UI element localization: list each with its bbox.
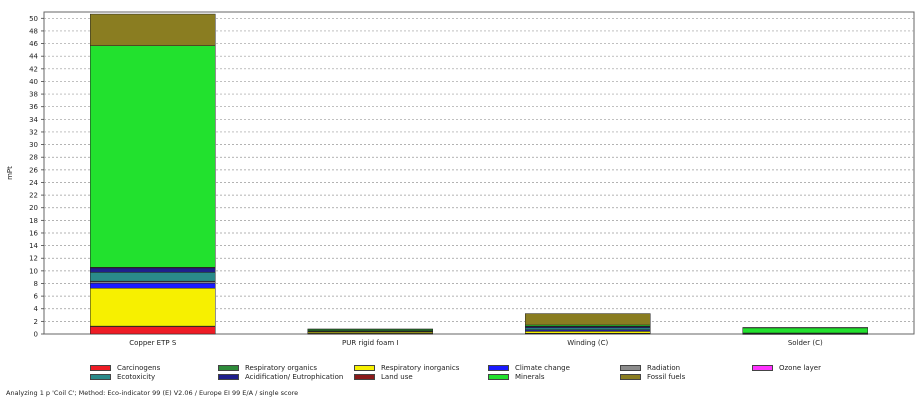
x-category-label: Copper ETP S: [129, 339, 177, 347]
legend-swatch: [620, 365, 641, 371]
y-tick-label: 32: [29, 128, 38, 136]
legend-item: Acidification/ Eutrophication: [218, 373, 343, 381]
y-axis-label: mPt: [6, 166, 14, 180]
legend-label: Land use: [381, 373, 413, 381]
bar-segment: [525, 327, 651, 330]
legend-label: Ecotoxicity: [117, 373, 156, 381]
legend-item: Minerals: [488, 373, 545, 381]
y-tick-label: 0: [34, 331, 38, 339]
y-tick-label: 18: [29, 217, 38, 225]
legend-swatch: [488, 365, 509, 371]
legend-item: Carcinogens: [90, 364, 160, 372]
legend-item: Ecotoxicity: [90, 373, 155, 381]
legend-item: Respiratory inorganics: [354, 364, 459, 372]
y-tick-label: 36: [29, 103, 38, 111]
method-footnote: Analyzing 1 p 'Coil C'; Method: Eco-indi…: [6, 389, 299, 397]
y-tick-label: 26: [29, 166, 38, 174]
legend-swatch: [488, 374, 509, 380]
y-tick-label: 2: [34, 318, 38, 326]
x-category-label: Solder (C): [788, 339, 823, 347]
y-tick-label: 6: [34, 293, 39, 301]
y-tick-label: 28: [29, 154, 38, 162]
y-tick-label: 50: [29, 15, 38, 23]
y-tick-label: 34: [29, 116, 38, 124]
y-tick-label: 38: [29, 91, 38, 99]
legend-swatch: [218, 374, 239, 380]
legend-label: Radiation: [647, 364, 681, 372]
legend-item: Fossil fuels: [620, 373, 685, 381]
legend-swatch: [752, 365, 773, 371]
legend-label: Ozone layer: [779, 364, 821, 372]
legend-item: Respiratory organics: [218, 364, 317, 372]
y-tick-label: 22: [29, 192, 38, 200]
bar-segment: [90, 45, 216, 268]
y-tick-label: 40: [29, 78, 38, 86]
legend-swatch: [218, 365, 239, 371]
legend-swatch: [90, 365, 111, 371]
y-tick-label: 12: [29, 255, 38, 263]
legend-swatch: [90, 374, 111, 380]
legend-item: Radiation: [620, 364, 680, 372]
bar-segment: [742, 327, 868, 334]
y-tick-label: 48: [29, 27, 38, 35]
y-tick-label: 16: [29, 229, 38, 237]
legend-swatch: [354, 374, 375, 380]
bar-segment: [90, 267, 216, 273]
bar-segment: [742, 327, 868, 329]
y-tick-label: 24: [29, 179, 38, 187]
y-tick-label: 14: [29, 242, 38, 250]
y-tick-label: 30: [29, 141, 38, 149]
y-tick-label: 4: [34, 305, 39, 313]
bar-segment: [90, 282, 216, 289]
bar-segment: [90, 272, 216, 282]
x-category-label: Winding (C): [567, 339, 608, 347]
y-tick-label: 8: [34, 280, 38, 288]
bar-segment: [525, 313, 651, 326]
y-tick-label: 46: [29, 40, 38, 48]
legend-item: Ozone layer: [752, 364, 821, 372]
legend-label: Carcinogens: [117, 364, 161, 372]
legend-swatch: [620, 374, 641, 380]
legend-label: Fossil fuels: [647, 373, 686, 381]
x-category-label: PUR rigid foam I: [342, 339, 398, 347]
legend-label: Respiratory inorganics: [381, 364, 460, 372]
bar-segment: [90, 326, 216, 335]
legend-label: Acidification/ Eutrophication: [245, 373, 344, 381]
legend-swatch: [354, 365, 375, 371]
bar-segment: [307, 328, 433, 330]
y-tick-label: 20: [29, 204, 38, 212]
legend-item: Land use: [354, 373, 413, 381]
y-tick-label: 42: [29, 65, 38, 73]
legend-label: Respiratory organics: [245, 364, 317, 372]
y-tick-label: 10: [29, 267, 38, 275]
y-tick-label: 44: [29, 53, 38, 61]
legend-label: Minerals: [515, 373, 545, 381]
bar-segment: [90, 13, 216, 46]
bar-segment: [90, 287, 216, 327]
bar-segment: [525, 331, 651, 334]
legend-item: Climate change: [488, 364, 570, 372]
legend-label: Climate change: [515, 364, 570, 372]
